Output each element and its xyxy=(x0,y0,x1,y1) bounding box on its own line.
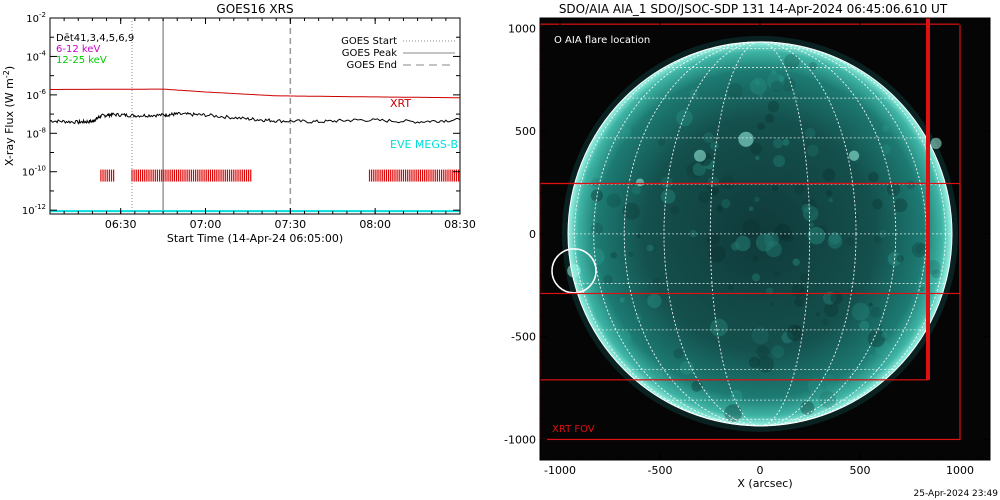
goes-chart-title: GOES16 XRS xyxy=(216,2,293,16)
goes-x-tick-label: 07:00 xyxy=(190,218,222,231)
goes-x-tick-label: 08:30 xyxy=(444,218,476,231)
eve-series-label: EVE MEGS-B xyxy=(390,138,458,151)
goes-y-tick-label: 10-4 xyxy=(26,49,46,63)
goes-y-tick-label: 10-2 xyxy=(26,11,46,25)
aia-x-axis-label: X (arcsec) xyxy=(737,477,792,490)
aia-image-panel: SDO/AIA AIA_1 SDO/JSOC-SDP 131 14-Apr-20… xyxy=(504,2,991,490)
series-line-0 xyxy=(50,88,460,99)
aia-x-tick-label: 500 xyxy=(850,464,871,477)
aia-y-tick-label: 500 xyxy=(515,125,536,138)
goes-xrs-panel: GOES16 XRS 06:30 07:00 07:30 08:00 08:30 10-2… xyxy=(2,2,476,245)
aia-y-tick-label: 1000 xyxy=(508,22,536,35)
aia-plot-frame xyxy=(539,17,991,461)
active-region-3 xyxy=(930,137,942,150)
goes-x-tick-label: 08:00 xyxy=(359,218,391,231)
xrt-fov xyxy=(540,18,961,441)
goes-plot-frame xyxy=(49,17,461,215)
aia-image-title: SDO/AIA AIA_1 SDO/JSOC-SDP 131 14-Apr-20… xyxy=(559,2,948,16)
aia-y-tick-label: -1000 xyxy=(504,433,536,446)
aia-y-tick-label: 0 xyxy=(529,228,536,241)
flare-location-circle xyxy=(551,248,597,294)
goes-y-tick-label: 10-6 xyxy=(26,88,46,102)
xrt-fov-label: XRT FOV xyxy=(552,424,595,435)
aia-x-tick-label: -500 xyxy=(648,464,673,477)
goes-legend-left-0: Dēt41,3,4,5,6,9 xyxy=(56,33,134,44)
goes-legend-right-2: GOES End xyxy=(347,60,397,71)
xrt-series-label: XRT xyxy=(390,97,411,110)
goes-legend-left-2: 12-25 keV xyxy=(56,55,107,66)
aia-x-tick-label: 0 xyxy=(757,464,764,477)
series-line-1 xyxy=(50,111,460,125)
goes-legend-right-1: GOES Peak xyxy=(342,48,397,59)
xrt-coverage-span-0 xyxy=(100,169,115,182)
aia-legend-text: O AIA flare location xyxy=(554,35,650,46)
aia-x-tick-label: 1000 xyxy=(946,464,974,477)
active-region-0 xyxy=(738,131,754,147)
aia-x-tick-label: -1000 xyxy=(544,464,576,477)
goes-legend-right-0: GOES Start xyxy=(341,36,397,47)
goes-x-axis-label: Start Time (14-Apr-24 06:05:00) xyxy=(167,232,343,245)
active-region-4 xyxy=(567,264,581,278)
active-region-2 xyxy=(848,150,860,161)
active-region-5 xyxy=(636,178,644,187)
aia-y-tick-label: -500 xyxy=(511,331,536,344)
goes-y-tick-label: 10-8 xyxy=(26,126,46,140)
goes-y-axis-label: X-ray Flux (W m-2) xyxy=(2,66,16,166)
goes-y-tick-label: 10-10 xyxy=(22,165,46,179)
goes-x-tick-label: 06:30 xyxy=(105,218,137,231)
limb-outline xyxy=(567,41,953,427)
xrt-coverage-span-1 xyxy=(131,169,252,182)
goes-x-tick-label: 07:30 xyxy=(274,218,306,231)
goes-legend-left-1: 6-12 keV xyxy=(56,44,100,55)
goes-y-tick-label: 10-12 xyxy=(22,203,46,217)
footer-date: 25-Apr-2024 23:49 xyxy=(914,489,999,499)
active-region-1 xyxy=(694,149,706,162)
solar-texture xyxy=(584,52,941,423)
xrt-coverage-span-2 xyxy=(368,169,460,182)
